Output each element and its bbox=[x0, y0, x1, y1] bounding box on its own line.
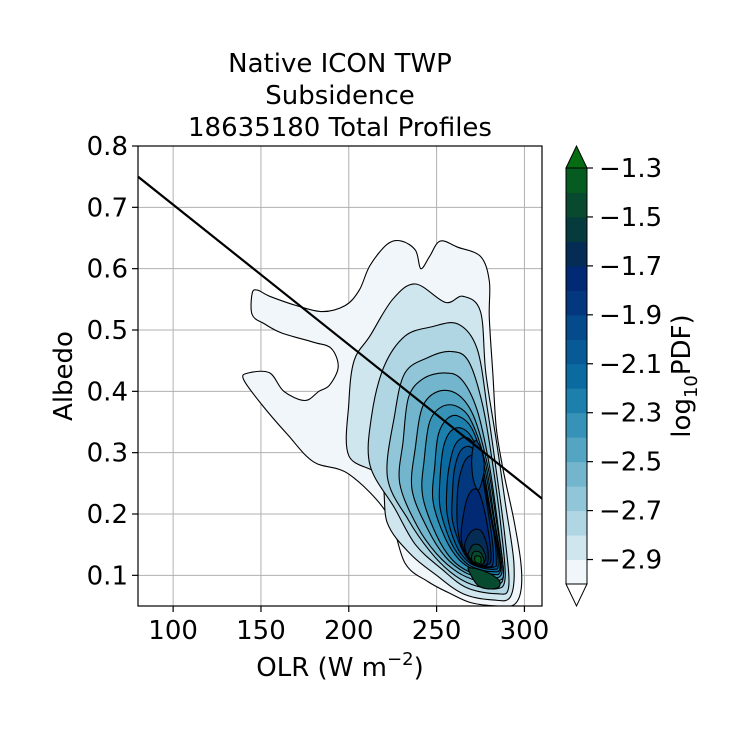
colorbar-tick-label: −1.5 bbox=[599, 203, 662, 233]
x-axis-label-end: ) bbox=[414, 653, 424, 683]
colorbar-label: log10PDF) bbox=[667, 314, 702, 437]
x-axis-ticks: 100 150 200 250 300 bbox=[148, 606, 549, 646]
colorbar-label-end: PDF) bbox=[667, 314, 697, 375]
colorbar-segment bbox=[566, 461, 587, 487]
y-tick-label: 0.8 bbox=[87, 132, 128, 162]
colorbar-segment bbox=[566, 265, 587, 291]
colorbar-segment bbox=[566, 290, 587, 316]
x-tick-label: 250 bbox=[412, 616, 462, 646]
colorbar-tick-label: −1.9 bbox=[599, 301, 662, 331]
colorbar-frame bbox=[565, 167, 588, 585]
x-tick-label: 200 bbox=[324, 616, 374, 646]
colorbar-segment bbox=[566, 241, 587, 267]
y-tick-label: 0.2 bbox=[87, 500, 128, 530]
x-tick-label: 100 bbox=[148, 616, 198, 646]
colorbar-segment bbox=[566, 510, 587, 536]
colorbar-tick-label: −1.3 bbox=[599, 154, 662, 184]
colorbar-segment bbox=[566, 559, 587, 585]
chart-title-line-2: Subsidence bbox=[265, 81, 415, 111]
x-tick-label: 150 bbox=[236, 616, 286, 646]
reference-line bbox=[138, 175, 542, 500]
colorbar-tick-label: −1.7 bbox=[599, 252, 662, 282]
colorbar-label-subscript: 10 bbox=[681, 375, 702, 398]
y-tick-label: 0.1 bbox=[87, 561, 128, 591]
x-axis-label: OLR (W m−2) bbox=[256, 649, 423, 683]
colorbar-tick-label: −2.3 bbox=[599, 399, 662, 429]
y-tick-label: 0.4 bbox=[87, 377, 128, 407]
contour-peak-lower bbox=[467, 566, 501, 590]
colorbar-segment bbox=[566, 363, 587, 389]
colorbar-segment bbox=[566, 168, 587, 193]
y-tick-label: 0.5 bbox=[87, 316, 128, 346]
colorbar-segment bbox=[566, 216, 587, 242]
x-tick-label: 300 bbox=[500, 616, 550, 646]
contour-fills bbox=[242, 239, 523, 606]
chart-title-line-1: Native ICON TWP bbox=[228, 49, 452, 79]
reference-line-layer bbox=[138, 175, 542, 500]
y-tick-label: 0.7 bbox=[87, 193, 128, 223]
colorbar-segment bbox=[566, 486, 587, 512]
colorbar-segment bbox=[566, 339, 587, 365]
colorbar-tick-label: −2.5 bbox=[599, 448, 662, 478]
contour-peak-upper bbox=[471, 439, 485, 491]
plot-frame bbox=[137, 145, 543, 607]
contour-level bbox=[474, 555, 482, 564]
chart-title-line-3: 18635180 Total Profiles bbox=[188, 113, 492, 143]
colorbar-segment bbox=[566, 412, 587, 438]
colorbar: −2.9 −2.7 −2.5 −2.3 −2.1 −1.9 −1.7 −1.5 −1.3 bbox=[565, 144, 662, 608]
y-axis-ticks: 0.1 0.2 0.3 0.4 0.5 0.6 0.7 0.8 bbox=[87, 132, 138, 591]
y-tick-label: 0.6 bbox=[87, 255, 128, 285]
colorbar-extend-max bbox=[565, 144, 588, 169]
x-axis-label-exponent: −2 bbox=[387, 649, 414, 670]
colorbar-tick-label: −2.7 bbox=[599, 497, 662, 527]
colorbar-segment bbox=[566, 535, 587, 561]
plot-area bbox=[137, 145, 543, 607]
colorbar-tick-label: −2.1 bbox=[599, 350, 662, 380]
colorbar-segment bbox=[566, 314, 587, 340]
colorbar-segment bbox=[566, 437, 587, 463]
y-tick-label: 0.3 bbox=[87, 439, 128, 469]
colorbar-tick-label: −2.9 bbox=[599, 546, 662, 576]
colorbar-segment bbox=[566, 192, 587, 218]
colorbar-segment bbox=[566, 388, 587, 414]
y-axis-label: Albedo bbox=[49, 331, 79, 421]
colorbar-extend-min bbox=[565, 583, 588, 608]
